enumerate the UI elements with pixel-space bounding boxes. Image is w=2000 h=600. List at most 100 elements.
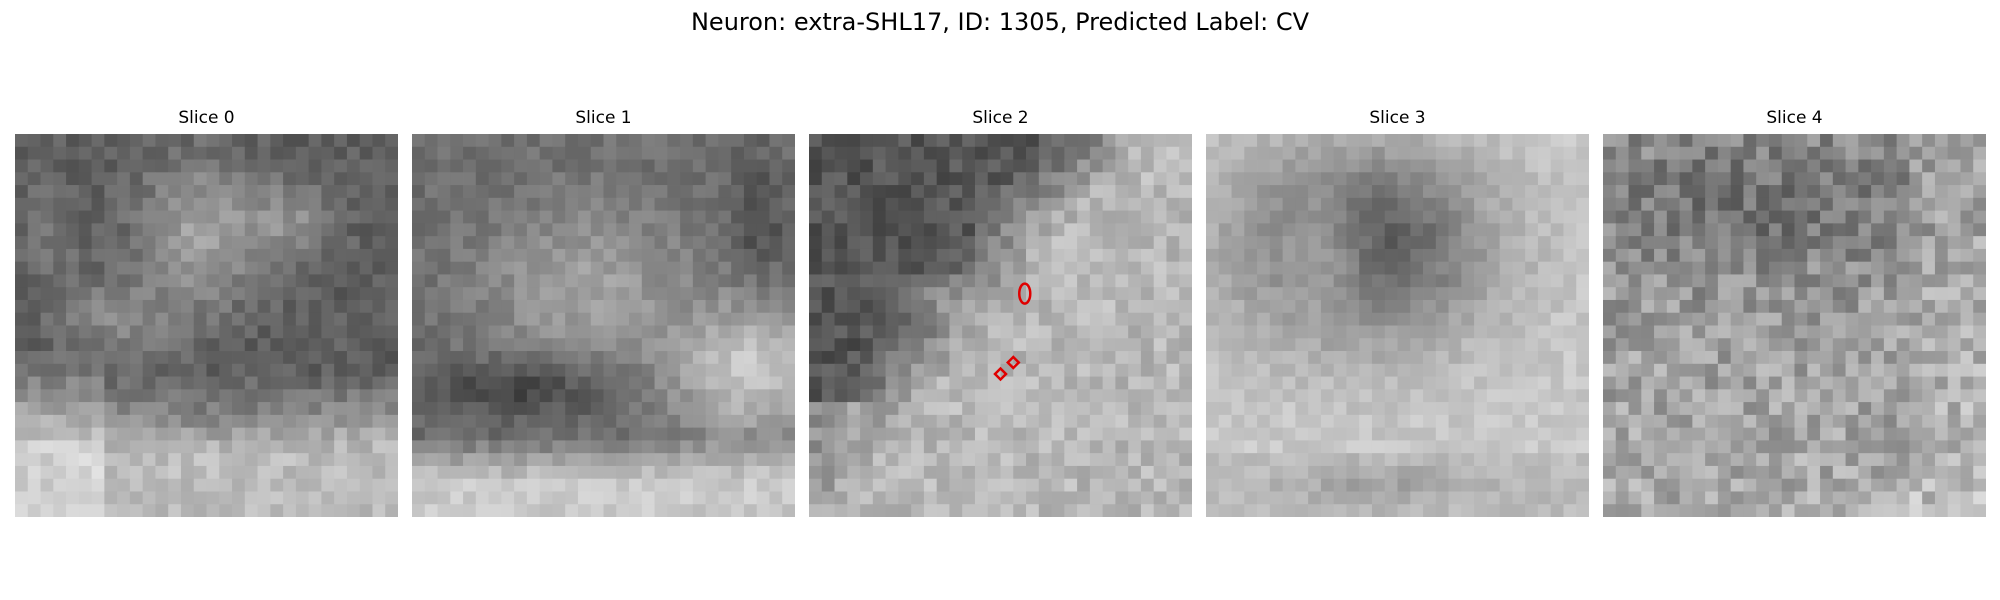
pixel [1179,389,1192,403]
pixel [1756,159,1770,173]
pixel [1206,465,1220,480]
pixel [923,236,938,250]
pixel [193,223,207,237]
pixel [1077,376,1091,390]
pixel [1730,440,1744,454]
pixel [488,172,502,186]
pixel [898,274,912,288]
pixel [1666,453,1680,467]
pixel [232,236,246,250]
pixel [1883,389,1898,403]
pixel [1244,402,1258,416]
pixel [1153,376,1167,390]
pixel [1756,414,1770,429]
pixel [756,223,770,237]
pixel [1512,491,1526,505]
pixel [1871,134,1885,148]
pixel [463,440,477,454]
pixel [501,351,515,365]
pixel [641,402,655,416]
pixel [1026,210,1040,224]
pixel [295,376,310,390]
pixel [385,414,398,429]
pixel [949,465,963,480]
pixel [514,402,528,416]
pixel [257,376,271,390]
pixel [782,287,795,301]
pixel [53,146,67,160]
pixel [565,465,579,480]
pixel [1295,491,1309,505]
pixel [974,402,989,416]
pixel [91,210,105,224]
pixel [821,287,835,301]
pixel [1576,185,1589,199]
pixel [590,146,604,160]
pixel [321,134,335,148]
pixel [1576,351,1589,365]
pixel [641,325,655,339]
pixel [1346,465,1360,480]
pixel [193,210,207,224]
pixel [257,478,271,492]
pixel [372,427,386,441]
pixel [1641,172,1655,186]
pixel [257,504,271,517]
pixel [731,159,745,173]
pixel [359,325,373,339]
pixel [1615,223,1629,237]
pixel [577,491,592,505]
pixel [1064,287,1078,301]
pixel [1641,351,1655,365]
pixel [15,325,29,339]
pixel [1320,146,1335,160]
pixel [1257,414,1271,429]
pixel [1973,465,1986,480]
pixel [1960,223,1974,237]
pixel [911,338,925,352]
pixel [1013,363,1027,377]
pixel [654,414,668,429]
pixel [718,261,732,275]
pixel [962,312,976,326]
pixel [1768,427,1783,441]
pixel [117,440,131,454]
pixel [1359,146,1373,160]
pixel [1858,427,1872,441]
pixel [1179,287,1192,301]
pixel [1064,363,1078,377]
pixel [1179,146,1192,160]
pixel [654,465,668,480]
pixel [168,261,182,275]
pixel [463,363,477,377]
pixel [1461,376,1475,390]
pixel [463,491,477,505]
pixel [206,197,220,211]
pixel [488,389,502,403]
pixel [27,402,41,416]
pixel [1206,299,1220,314]
pixel [1794,389,1808,403]
pixel [769,159,783,173]
pixel [1244,478,1258,492]
pixel [1064,236,1078,250]
pixel [667,478,681,492]
pixel [27,197,41,211]
pixel [1550,248,1564,263]
pixel [1781,338,1795,352]
pixel [1423,299,1437,314]
pixel [219,363,233,377]
pixel [834,185,848,199]
pixel [1218,185,1232,199]
pixel [437,478,451,492]
pixel [104,325,118,339]
pixel [821,197,835,211]
pixel [1026,223,1040,237]
pixel [40,414,54,429]
pixel [1397,299,1411,314]
pixel [1654,159,1668,173]
pixel [1410,159,1424,173]
pixel [1871,351,1885,365]
pixel [321,197,335,211]
pixel [334,299,348,314]
